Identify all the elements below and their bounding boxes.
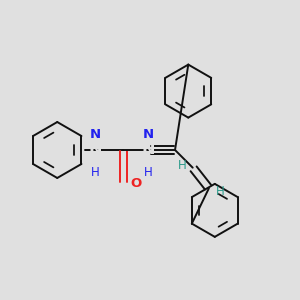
Text: N: N <box>89 142 102 158</box>
Text: H: H <box>144 166 153 179</box>
Text: N: N <box>143 128 154 141</box>
Text: H: H <box>178 159 187 172</box>
Text: N: N <box>142 142 155 158</box>
Text: O: O <box>130 177 141 190</box>
Text: N: N <box>90 128 101 141</box>
Text: H: H <box>91 166 100 179</box>
Text: H: H <box>216 185 225 198</box>
